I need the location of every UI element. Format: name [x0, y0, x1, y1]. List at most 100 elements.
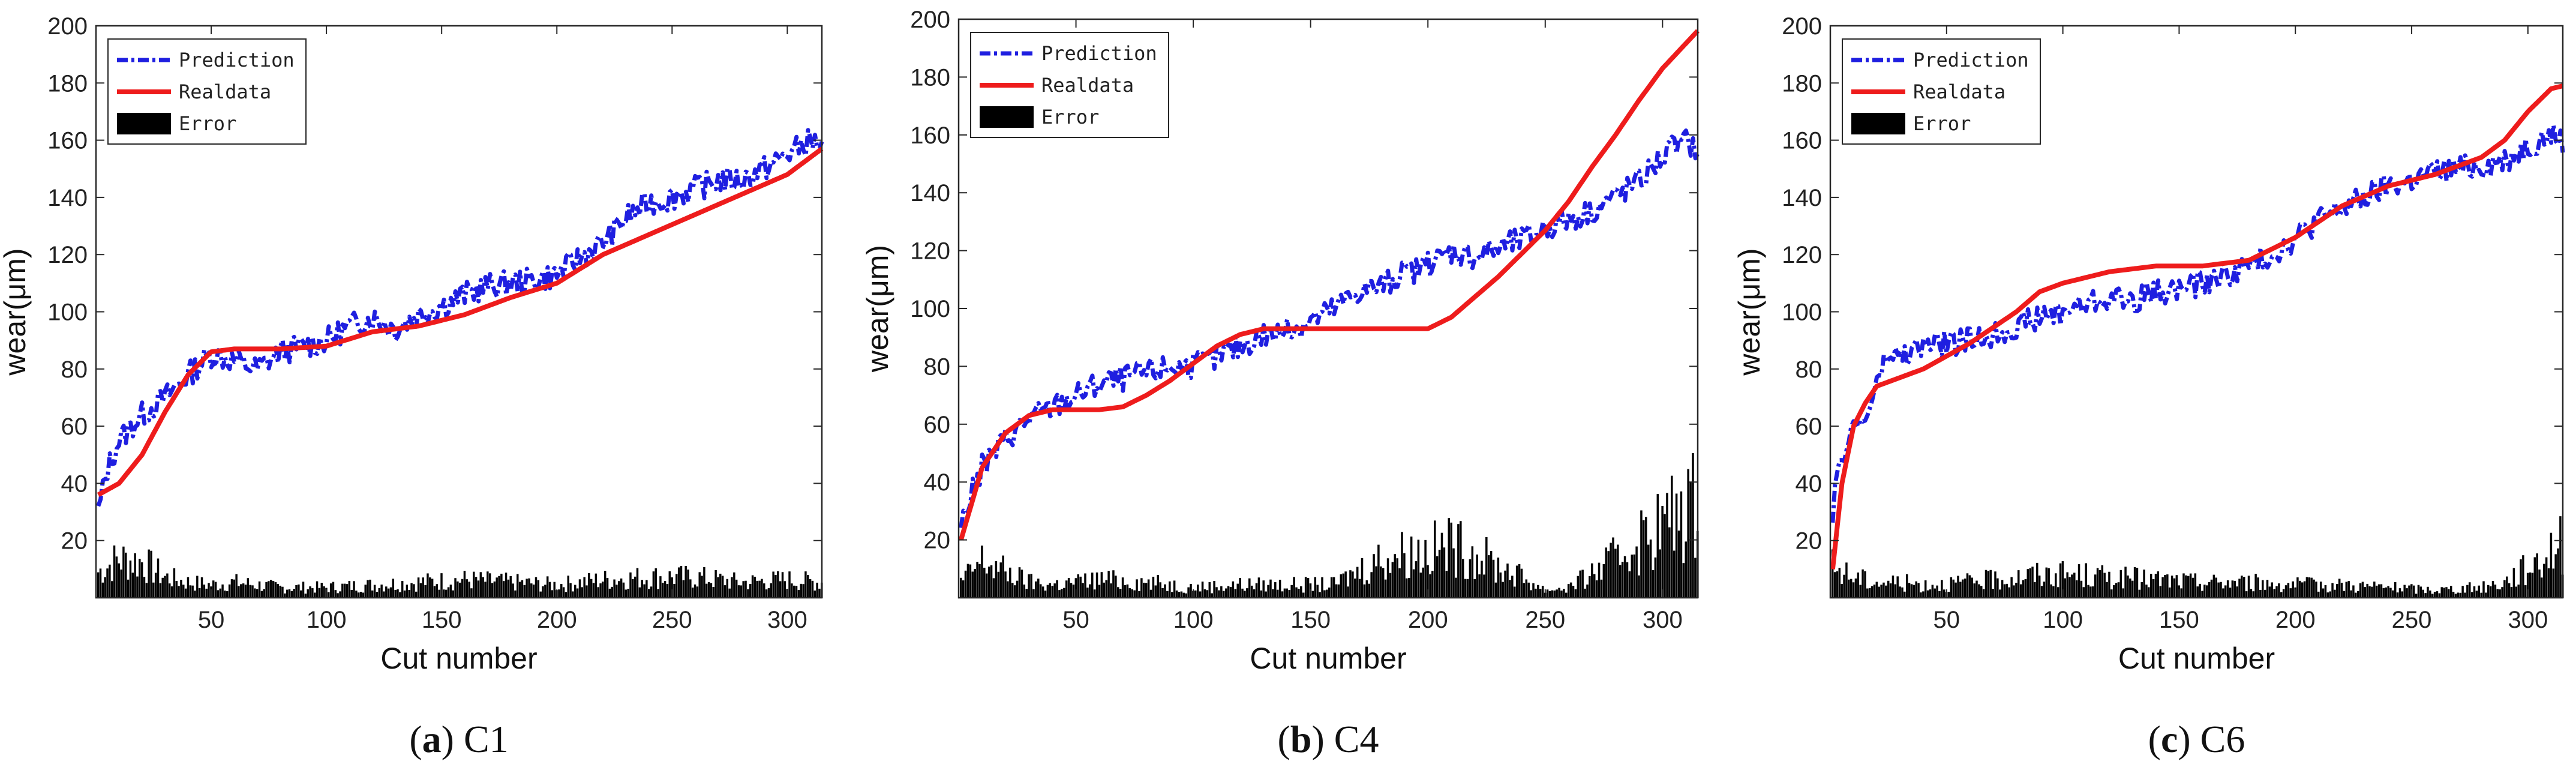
error-bar [1311, 591, 1314, 598]
error-bar [604, 571, 607, 598]
error-bar [1100, 572, 1103, 598]
error-bar [2052, 586, 2055, 598]
error-bar [2145, 585, 2148, 598]
error-bar [1281, 591, 1284, 598]
error-bar [2510, 587, 2513, 598]
error-bar [357, 592, 360, 598]
error-bar [2143, 570, 2145, 598]
error-bar [2161, 577, 2164, 598]
error-bar [2470, 592, 2473, 598]
error-bar [145, 583, 148, 598]
error-bar [1265, 591, 1267, 598]
error-bar [1170, 592, 1173, 598]
error-bar [212, 580, 215, 598]
error-bar [1218, 590, 1220, 598]
error-bar [1091, 573, 1094, 598]
error-bar [397, 589, 399, 598]
legend-swatch-error [980, 106, 1034, 128]
error-bar [240, 584, 242, 598]
error-bar [99, 568, 102, 598]
error-bar [974, 569, 976, 598]
error-bar [187, 577, 190, 598]
error-bar [2459, 592, 2461, 598]
error-bar [2043, 582, 2046, 598]
error-bar [1635, 546, 1638, 598]
error-bar [2550, 532, 2553, 598]
error-bar [254, 588, 256, 598]
error-bar [2059, 563, 2062, 598]
error-bar [964, 570, 967, 598]
error-bar [270, 580, 272, 598]
error-bar [1028, 574, 1030, 598]
error-bar [781, 572, 784, 598]
error-bar [1584, 588, 1586, 598]
error-bar [307, 589, 309, 598]
error-bar [1595, 580, 1598, 598]
error-bar [1567, 584, 1570, 598]
error-bar [689, 579, 692, 598]
error-bar [2096, 568, 2099, 598]
error-bar [1079, 576, 1082, 598]
error-bar [427, 573, 429, 598]
error-bar [1668, 527, 1671, 598]
error-bar [1457, 524, 1460, 598]
error-bar [753, 576, 756, 598]
error-bar [109, 564, 111, 598]
error-bar [2257, 577, 2259, 598]
error-bar [1224, 588, 1227, 598]
error-bar [992, 578, 995, 598]
error-bar [2170, 576, 2173, 598]
error-bar [1610, 543, 1612, 598]
error-bar [1527, 582, 1530, 598]
error-bar [2241, 576, 2243, 598]
error-bar [332, 582, 335, 598]
error-bar [1452, 548, 1455, 598]
error-bar [1422, 567, 1424, 598]
error-bar [2478, 585, 2481, 598]
error-bar [1617, 544, 1619, 598]
error-bar [2424, 593, 2427, 598]
error-bar [1007, 581, 1009, 598]
error-bar [355, 591, 358, 598]
error-bar [2501, 587, 2503, 598]
error-bar [120, 569, 122, 598]
error-bar [1352, 571, 1354, 598]
error-bar [2029, 568, 2031, 598]
error-bar [1039, 584, 1042, 598]
error-bar [1403, 553, 1406, 598]
error-bar [1854, 578, 1857, 598]
error-bar [369, 579, 371, 598]
error-bar [1084, 573, 1086, 598]
error-bar [1556, 589, 1558, 598]
error-bar [1424, 540, 1427, 598]
error-bar [1234, 589, 1237, 598]
error-bar [1831, 549, 1834, 598]
error-bar [1469, 559, 1472, 598]
error-bar [318, 588, 321, 598]
error-bar [346, 584, 349, 598]
error-bar [2389, 588, 2392, 598]
error-bar [295, 585, 298, 598]
error-bar [1511, 576, 1514, 598]
error-bar [247, 578, 250, 598]
error-bar [343, 583, 346, 598]
error-bar [1999, 589, 2001, 598]
error-bar [1963, 579, 1966, 598]
error-bar [376, 592, 379, 598]
error-bar [1316, 585, 1319, 598]
error-bar [2271, 582, 2274, 598]
error-bar [1941, 580, 1943, 598]
error-bar [528, 578, 530, 598]
error-bar [341, 583, 344, 598]
error-bar [616, 585, 618, 598]
error-bar [783, 581, 786, 598]
error-bar [2075, 580, 2078, 598]
y-tick-label: 200 [1782, 13, 1822, 40]
error-bar [2515, 586, 2518, 598]
error-bar [2262, 580, 2264, 598]
error-bar [2508, 583, 2511, 598]
error-bar [710, 583, 713, 598]
error-bar [1307, 577, 1310, 598]
error-bar [1063, 588, 1065, 598]
error-bar [1539, 589, 1542, 598]
